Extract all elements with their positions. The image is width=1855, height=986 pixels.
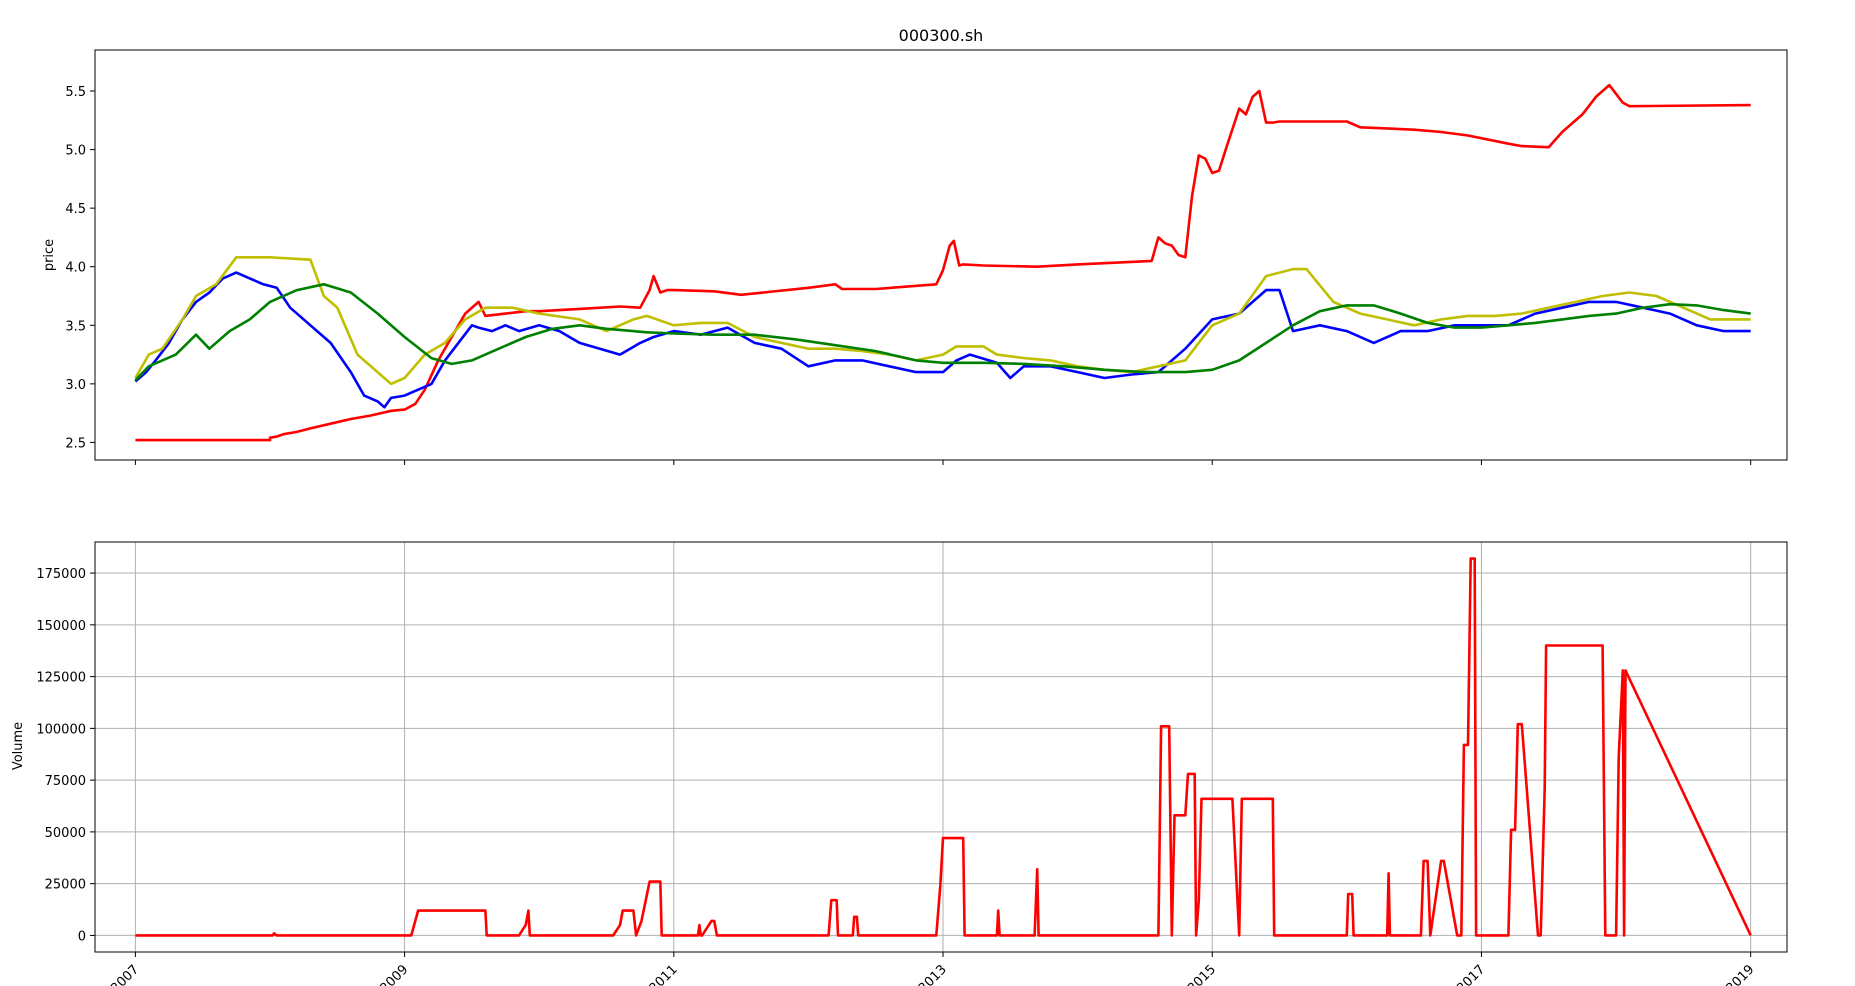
- y-tick-label: 50000: [45, 826, 86, 841]
- volume-y-ticks: 0 25000 50000 75000 100000 125000 150000 175000: [36, 567, 95, 944]
- volume-plot-area: [135, 557, 1752, 937]
- y-tick-label: 100000: [36, 722, 86, 737]
- y-tick-label: 4.0: [65, 261, 86, 276]
- volume-grid: [95, 542, 1787, 952]
- y-tick-label: 3.5: [65, 319, 86, 334]
- y-tick-label: 3.0: [65, 378, 86, 393]
- price-panel: 2.5 3.0 3.5 4.0 4.5 5.0 5.5 000300.sh price: [42, 26, 1788, 465]
- y-tick-label: 150000: [36, 619, 86, 634]
- price-series-line-0: [135, 83, 1751, 442]
- price-plot-area: [134, 83, 1751, 442]
- y-tick-label: 125000: [36, 671, 86, 686]
- price-y-axis-label: price: [42, 239, 57, 271]
- price-x-ticks: [134, 460, 1752, 465]
- price-series-line-3: [134, 283, 1751, 382]
- y-tick-label: 5.0: [65, 144, 86, 159]
- volume-axes-frame: [94, 541, 1788, 953]
- y-tick-label: 175000: [36, 567, 86, 582]
- volume-panel: 0 25000 50000 75000 100000 125000 150000 175000…: [11, 541, 1788, 986]
- y-tick-label: 2.5: [65, 436, 86, 451]
- volume-series-line-0: [135, 557, 1752, 937]
- y-tick-label: 75000: [45, 774, 86, 789]
- price-series-line-1: [134, 271, 1751, 409]
- volume-y-axis-label: Volume: [11, 722, 26, 770]
- y-tick-label: 25000: [45, 878, 86, 893]
- y-tick-label: 0: [78, 929, 86, 944]
- y-tick-label: 4.5: [65, 202, 86, 217]
- y-tick-label: 5.5: [65, 85, 86, 100]
- chart-title: 000300.sh: [899, 26, 984, 45]
- price-axes-frame: [94, 49, 1788, 461]
- price-y-ticks: 2.5 3.0 3.5 4.0 4.5 5.0 5.5: [65, 85, 95, 451]
